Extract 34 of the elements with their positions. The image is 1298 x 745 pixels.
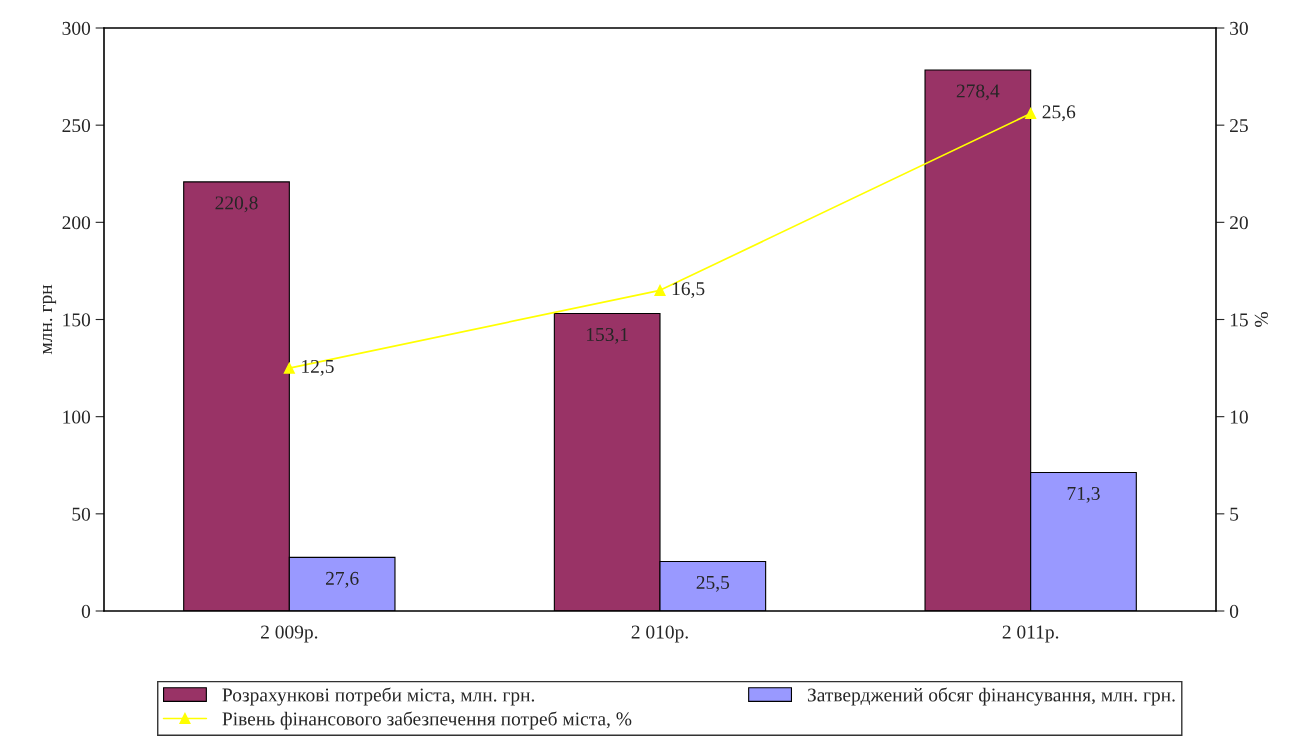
y-axis-title: млн. грн [42,284,57,355]
point [283,362,295,374]
x-tick-label: 2 011р. [1002,625,1059,643]
x-tick-label: 2 010р. [631,625,688,643]
legend-label: Рівень фінансового забезпечення потреб міста, % [222,711,632,730]
y-tick-label: 50 [72,507,91,521]
legend-label: Розрахункові потреби міста, млн. грн. [222,687,535,706]
data-label: 153,1 [587,327,628,344]
y2-tick-label: 25 [1230,119,1248,133]
y2-tick-label: 0 [1229,604,1239,618]
y2-tick-label: 5 [1230,507,1239,521]
y2-tick-label: 15 [1230,313,1248,327]
data-label: 12,5 [302,359,334,376]
y-tick-label: 250 [62,118,91,133]
legend-label: Затверджений обсяг фінансування, млн. грн. [807,687,1175,706]
y2-axis-title: % [1254,312,1268,327]
y2-tick-label: 20 [1230,216,1248,230]
x-tick-label: 2 009р. [261,625,318,643]
y2-tick-label: 10 [1230,410,1248,424]
y-tick-label: 200 [62,216,91,230]
point [1025,107,1037,120]
y-tick-label: 150 [63,313,91,327]
y-tick-label: 100 [63,410,91,424]
data-label: 27,6 [325,571,359,588]
y2-tick-label: 30 [1230,21,1248,35]
data-label: 71,3 [1067,486,1100,503]
y-tick-label: 0 [81,604,91,618]
point [654,284,666,296]
data-label: 16,5 [672,282,705,299]
data-label: 25,5 [696,575,730,592]
y-tick-label: 300 [62,21,91,35]
data-label: 220,8 [215,196,258,213]
data-label: 25,6 [1042,105,1076,122]
data-label: 278,4 [956,84,1000,101]
